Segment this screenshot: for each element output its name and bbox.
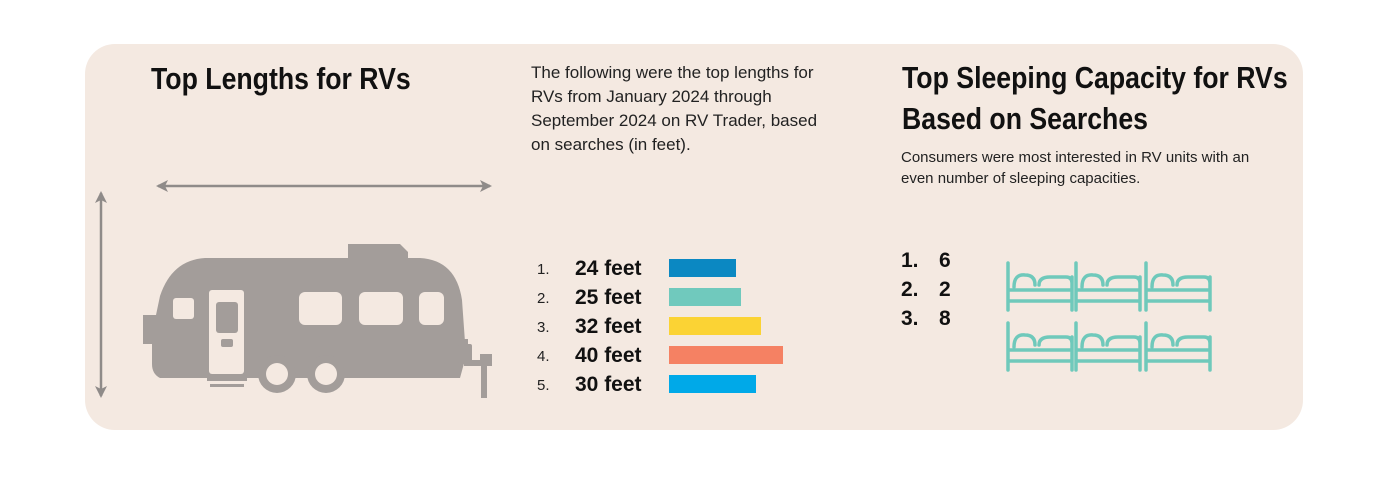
rv-trailer-icon <box>143 244 492 398</box>
rank-item: 1. 24 feet <box>537 257 669 281</box>
rank-number: 5. <box>537 376 550 394</box>
rank-item: 2. 25 feet <box>537 286 669 310</box>
sleep-rank: 3. <box>901 307 919 330</box>
left-description: The following were the top lengths for R… <box>531 63 818 154</box>
rank-label: 32 feet <box>575 315 642 338</box>
bar-30-feet <box>669 375 756 393</box>
bunk-bed-icon <box>1074 321 1142 372</box>
sleep-item: 1. 6 <box>901 249 951 273</box>
rank-label: 40 feet <box>575 344 642 367</box>
beds-group <box>1006 261 1212 372</box>
bunk-bed-icon <box>1006 321 1074 372</box>
rank-item: 3. 32 feet <box>537 315 669 339</box>
bunk-bed-icon <box>1144 261 1212 312</box>
rank-item: 5. 30 feet <box>537 373 669 397</box>
right-title-line2: Based on Searches <box>902 101 1148 136</box>
sleep-item: 3. 8 <box>901 307 951 331</box>
bunk-bed-icon <box>1144 321 1212 372</box>
rank-number: 4. <box>537 347 550 365</box>
rank-item: 4. 40 feet <box>537 344 669 368</box>
rank-label: 24 feet <box>575 257 642 280</box>
sleep-value: 2 <box>939 278 951 301</box>
rank-label: 25 feet <box>575 286 642 309</box>
sleep-value: 6 <box>939 249 951 272</box>
bar-24-feet <box>669 259 736 277</box>
sleep-rank: 1. <box>901 249 919 272</box>
sleep-rank: 2. <box>901 278 919 301</box>
bunk-bed-icon <box>1006 261 1074 312</box>
rank-number: 3. <box>537 318 550 336</box>
sleep-value: 8 <box>939 307 951 330</box>
bar-25-feet <box>669 288 741 306</box>
bar-32-feet <box>669 317 761 335</box>
bunk-bed-icon <box>1074 261 1142 312</box>
right-description: Consumers were most interested in RV uni… <box>901 149 1250 187</box>
left-title: Top Lengths for RVs <box>151 61 411 96</box>
right-title-line1: Top Sleeping Capacity for RVs <box>902 60 1288 95</box>
bar-40-feet <box>669 346 783 364</box>
rank-number: 1. <box>537 260 550 278</box>
rank-number: 2. <box>537 289 550 307</box>
sleep-item: 2. 2 <box>901 278 951 302</box>
rank-label: 30 feet <box>575 373 642 396</box>
length-bars <box>669 259 783 393</box>
